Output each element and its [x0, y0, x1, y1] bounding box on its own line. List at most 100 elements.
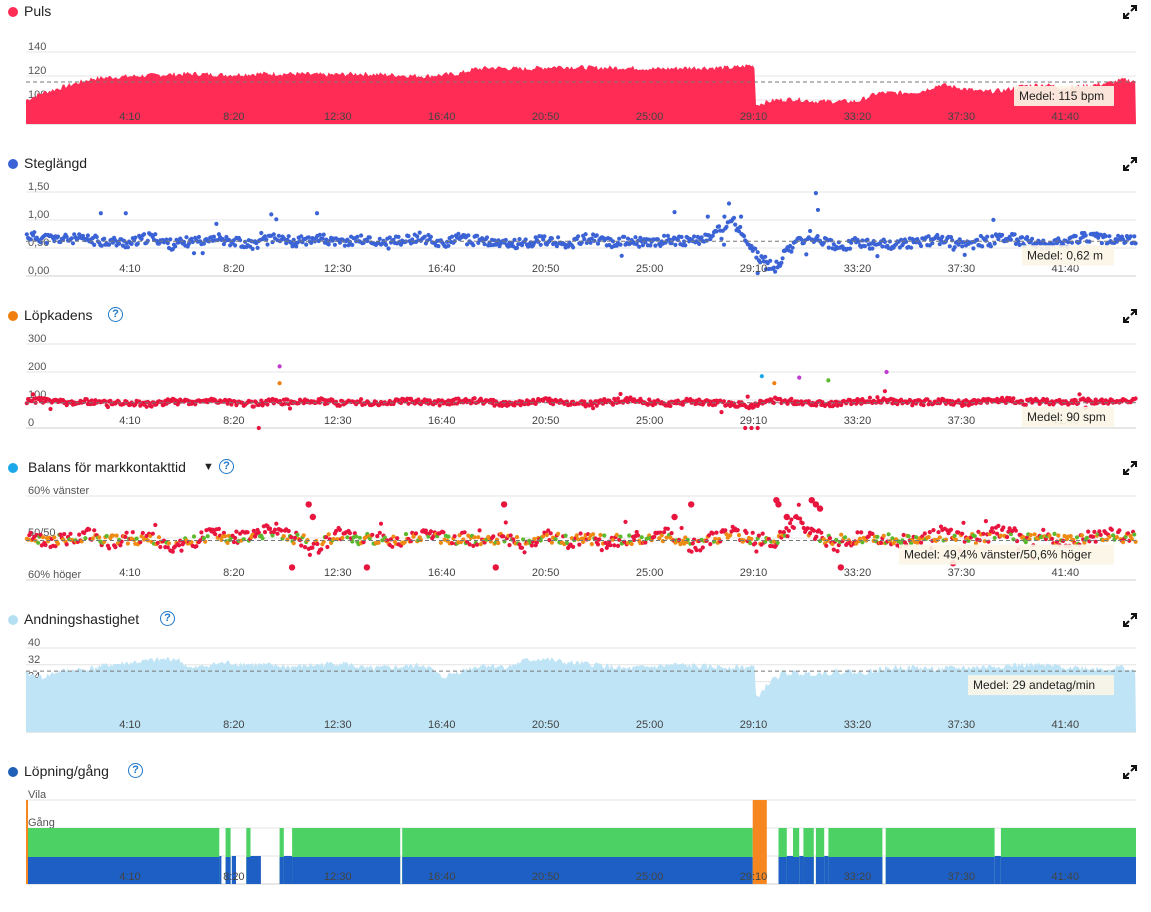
scatter-point [322, 233, 326, 237]
scatter-point [287, 529, 291, 533]
scatter-point [993, 536, 997, 540]
scatter-point [453, 534, 457, 538]
scatter-point [409, 539, 413, 543]
chart-plot-andning: 40322416804:108:2012:3016:4020:5025:0029… [0, 632, 1151, 760]
scatter-point [246, 530, 250, 534]
scatter-point [855, 530, 859, 534]
scatter-point [591, 406, 595, 410]
scatter-point [396, 235, 400, 239]
x-tick-label: 29:10 [740, 871, 768, 883]
scatter-point [450, 235, 454, 239]
x-tick-label: 37:30 [948, 871, 976, 883]
chart-title-balans[interactable]: Balans för markkontakttid [28, 459, 186, 475]
scatter-point [80, 539, 84, 543]
scatter-point [501, 534, 505, 538]
chart-plot-lopning: VilaGångLöpning4:108:2012:3016:4020:5025… [0, 784, 1151, 912]
expand-arrows-icon[interactable] [1123, 5, 1137, 19]
scatter-point [485, 235, 489, 239]
scatter-point [173, 244, 177, 248]
x-tick-label: 8:20 [223, 871, 244, 883]
scatter-point [1107, 234, 1111, 238]
mean-label: Medel: 29 andetag/min [973, 678, 1095, 692]
scatter-point [953, 245, 957, 249]
x-tick-label: 29:10 [740, 263, 768, 275]
scatter-point [626, 237, 630, 241]
scatter-point [680, 235, 684, 239]
scatter-point [41, 535, 45, 539]
x-tick-label: 25:00 [636, 871, 664, 883]
scatter-point [416, 397, 420, 401]
scatter-point [1000, 233, 1004, 237]
scatter-point [1110, 528, 1114, 532]
expand-arrows-icon[interactable] [1123, 613, 1137, 627]
scatter-point [256, 246, 260, 250]
scatter-point [1033, 532, 1037, 536]
mean-label: Medel: 49,4% vänster/50,6% höger [904, 548, 1091, 562]
expand-arrows-icon[interactable] [1123, 309, 1137, 323]
scatter-point [441, 530, 445, 534]
scatter-point [340, 536, 344, 540]
scatter-point [1099, 533, 1103, 537]
scatter-point [318, 233, 322, 237]
scatter-point [370, 533, 374, 537]
chart-title-steglangd: Steglängd [24, 155, 87, 171]
x-tick-label: 25:00 [636, 263, 664, 275]
scatter-point [724, 225, 728, 229]
chart-title-lopkadens: Löpkadens [24, 307, 93, 323]
scatter-point [990, 234, 994, 238]
panel-header-lopkadens: Löpkadens ? [0, 304, 1151, 328]
expand-arrows-icon[interactable] [1123, 461, 1137, 475]
scatter-point [289, 535, 293, 539]
run-bar [793, 857, 799, 884]
scatter-point [274, 522, 278, 526]
state-bar [824, 856, 828, 884]
y-tick-label: 1,00 [28, 209, 49, 221]
scatter-point [1097, 529, 1101, 533]
scatter-point [473, 396, 477, 400]
scatter-point [616, 544, 620, 548]
scatter-point [310, 546, 314, 550]
question-mark-circle-icon[interactable]: ? [219, 459, 234, 474]
scatter-point [68, 532, 72, 536]
scatter-point [493, 564, 499, 570]
scatter-point [714, 531, 718, 535]
y-tick-label: 200 [28, 361, 46, 373]
series-dot-puls [8, 7, 18, 17]
scatter-point [233, 536, 237, 540]
scatter-point [261, 536, 265, 540]
scatter-point [111, 533, 115, 537]
expand-arrows-icon[interactable] [1123, 157, 1137, 171]
scatter-point [633, 235, 637, 239]
question-mark-circle-icon[interactable]: ? [108, 307, 123, 322]
question-mark-circle-icon[interactable]: ? [160, 611, 175, 626]
scatter-point [319, 547, 323, 551]
caret-down-icon[interactable]: ▼ [203, 461, 214, 473]
scatter-point [775, 501, 781, 507]
run-bar [803, 857, 813, 884]
x-tick-label: 8:20 [223, 415, 244, 427]
scatter-point [530, 543, 534, 547]
scatter-point [285, 398, 289, 402]
scatter-point [579, 531, 583, 535]
y-tick-label: 0,00 [28, 265, 49, 277]
x-tick-label: 8:20 [223, 719, 244, 731]
scatter-point [960, 532, 964, 536]
scatter-point [928, 530, 932, 534]
question-mark-circle-icon[interactable]: ? [128, 763, 143, 778]
scatter-point [718, 539, 722, 543]
y-tick-label: Gång [28, 817, 55, 829]
scatter-point [618, 392, 622, 396]
scatter-point [577, 543, 581, 547]
scatter-point [151, 532, 155, 536]
scatter-point [123, 535, 127, 539]
scatter-point [612, 543, 616, 547]
scatter-point [325, 545, 329, 549]
scatter-point [719, 237, 723, 241]
scatter-point [517, 237, 521, 241]
scatter-point [141, 531, 145, 535]
scatter-point [445, 240, 449, 244]
y-tick-label: 60% vänster [28, 485, 89, 497]
x-tick-label: 25:00 [636, 719, 664, 731]
expand-arrows-icon[interactable] [1123, 765, 1137, 779]
scatter-point [307, 235, 311, 239]
